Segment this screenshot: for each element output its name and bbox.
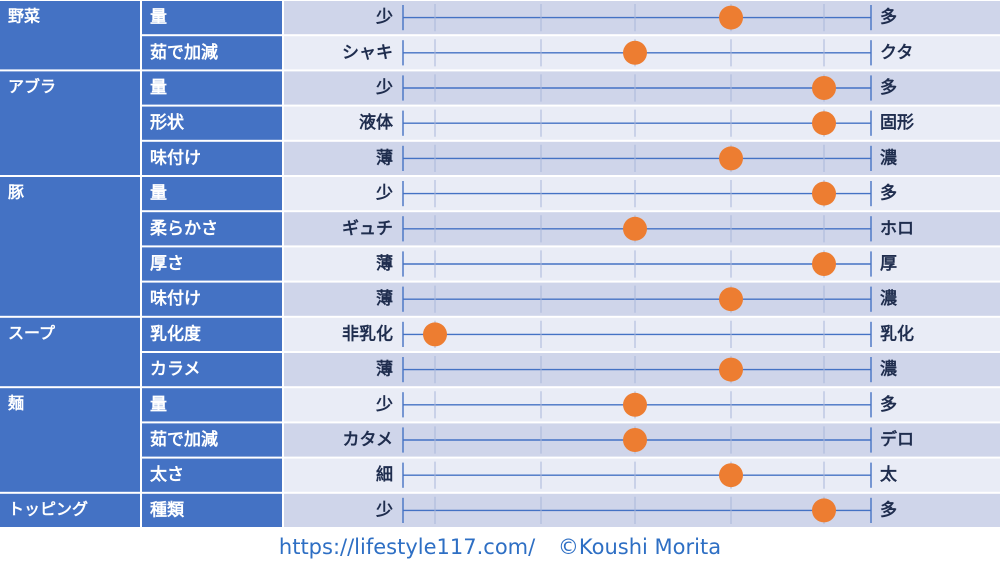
row-label: 種類 <box>150 499 185 520</box>
row-label: 味付け <box>150 147 201 168</box>
rating-marker <box>812 111 836 136</box>
category-cell <box>0 493 140 527</box>
scale-right-label: 多 <box>880 499 897 520</box>
rating-marker <box>719 146 743 171</box>
scale-right-label: 厚 <box>880 254 897 274</box>
row-label: 厚さ <box>150 254 184 274</box>
scale-left-label: 薄 <box>376 253 393 274</box>
category-cell <box>0 388 140 492</box>
scale-right-label: 濃 <box>880 147 898 168</box>
rating-marker <box>719 463 743 488</box>
row-label: 柔らかさ <box>150 219 218 239</box>
row-label: 量 <box>150 7 167 28</box>
scale-left-label: 少 <box>375 184 393 204</box>
scale-right-label: 多 <box>880 7 897 28</box>
row-label: 量 <box>150 77 167 98</box>
scale-right-label: 多 <box>880 394 897 415</box>
scale-right-label: 固形 <box>880 112 914 133</box>
scale-left-label: 液体 <box>359 112 394 133</box>
scale-right-label: クタ <box>880 43 913 63</box>
rating-chart: 野菜量少多茹で加減 シャキ クタアブラ量少多形状 液体 固形味付け薄濃豚量少多柔らかさギ… <box>0 1 1000 527</box>
row-label: 茹で加減 <box>150 42 218 63</box>
row-label-cell <box>142 458 282 492</box>
scale-left-label: 薄 <box>376 147 393 168</box>
category-label: 麺 <box>7 394 24 413</box>
rating-marker <box>623 428 647 452</box>
scale-left-label: 少 <box>375 78 393 98</box>
row-label-cell <box>142 388 282 422</box>
scale-right-label: 濃 <box>880 288 898 309</box>
scale-left-label: 非乳化 <box>342 323 393 344</box>
scale-right-label: 多 <box>880 77 897 98</box>
row-label: 形状 <box>150 112 185 133</box>
row-label: 量 <box>150 183 167 204</box>
rating-marker <box>623 40 647 65</box>
row-label-cell <box>142 71 282 105</box>
scale-left-label: シャキ <box>342 43 393 63</box>
row-label-cell <box>142 247 282 281</box>
scale-left-label: カタメ <box>343 430 394 450</box>
rating-marker <box>812 76 836 100</box>
scale-left-label: ギュチ <box>342 219 393 239</box>
scale-left-label: 細 <box>376 464 393 485</box>
scale-right-label: デロ <box>880 429 914 450</box>
rating-marker <box>423 322 447 347</box>
row-label-cell <box>142 423 282 457</box>
rating-marker <box>812 181 836 206</box>
scale-left-label: 薄 <box>376 288 393 309</box>
row-label: 味付け <box>150 288 201 309</box>
row-label: 量 <box>150 394 167 415</box>
row-label-cell <box>142 282 282 316</box>
category-cell <box>0 177 140 316</box>
category-cell <box>0 1 140 70</box>
rating-marker <box>719 357 743 382</box>
footer-url: https://lifestyle117.com/ <box>278 535 536 559</box>
scale-left-label: 薄 <box>376 359 393 380</box>
row-label-cell <box>142 141 282 175</box>
scale-left-label: 少 <box>375 8 393 28</box>
scale-left-label: 少 <box>375 500 393 520</box>
row-label-cell <box>142 36 282 70</box>
scale-right-label: 乳化 <box>880 323 914 344</box>
row-label-cell <box>142 353 282 387</box>
category-label: アブラ <box>8 77 56 96</box>
row-label-cell <box>142 106 282 140</box>
scale-right-label: 多 <box>880 183 897 204</box>
category-label: トッピング <box>8 499 88 518</box>
rating-marker <box>623 216 647 241</box>
row-label-cell <box>142 177 282 211</box>
scale-right-label: ホロ <box>880 219 914 239</box>
footer: https://lifestyle117.com/ ©Koushi Morita <box>0 531 1000 563</box>
row-label: 茹で加減 <box>150 429 218 450</box>
rating-marker <box>719 5 743 30</box>
row-label: 乳化度 <box>150 323 202 344</box>
rating-marker <box>812 498 836 523</box>
rating-marker <box>812 252 836 276</box>
row-label-cell <box>142 317 282 351</box>
scale-left-label: 少 <box>375 395 393 415</box>
footer-copyright: ©Koushi Morita <box>557 535 722 559</box>
scale-right-label: 濃 <box>880 359 898 380</box>
row-label: 太さ <box>150 464 184 485</box>
rating-marker <box>623 392 647 417</box>
row-label-cell <box>142 1 282 35</box>
category-label: スープ <box>8 323 56 342</box>
row-label-cell <box>142 212 282 246</box>
category-label: 野菜 <box>8 7 40 26</box>
row-label-cell <box>142 493 282 527</box>
category-cell <box>0 317 140 387</box>
category-cell <box>0 71 140 175</box>
scale-right-label: 太 <box>880 464 898 485</box>
category-label: 豚 <box>8 183 24 202</box>
row-label: カラメ <box>150 360 201 380</box>
rating-marker <box>719 287 743 312</box>
